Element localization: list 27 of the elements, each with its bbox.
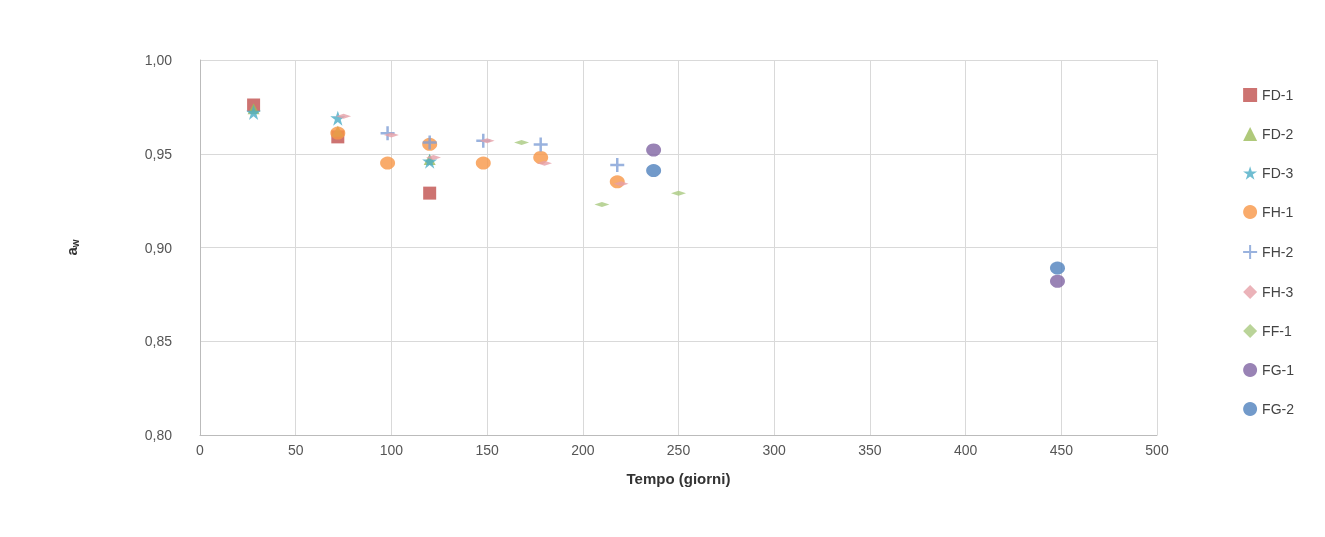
y-tick-label: 1,00 (144, 52, 173, 68)
x-tick-label: 300 (762, 442, 787, 458)
x-tick-label: 100 (379, 442, 404, 458)
x-tick-label: 200 (571, 442, 595, 458)
x-tick-label: 450 (1049, 442, 1074, 458)
x-tick-label: 50 (287, 442, 304, 458)
legend-label: FD-2 (1262, 126, 1294, 142)
legend-label: FD-3 (1262, 165, 1294, 181)
legend-label: FH-1 (1262, 204, 1294, 220)
y-tick-label: 0,80 (144, 427, 173, 443)
x-tick-label: 0 (196, 442, 205, 458)
x-tick-label: 150 (475, 442, 499, 458)
x-tick-label: 500 (1145, 442, 1169, 458)
x-tick-label: 350 (858, 442, 882, 458)
y-tick-label: 0,90 (144, 239, 173, 256)
legend-label: FH-3 (1262, 284, 1294, 300)
x-tick-label: 250 (666, 442, 691, 458)
legend-label: FG-1 (1262, 362, 1295, 378)
y-axis-title: aw (62, 239, 81, 256)
legend-label: FH-2 (1262, 244, 1294, 260)
x-tick-label: 400 (953, 442, 978, 458)
legend-label: FD-1 (1262, 87, 1294, 103)
x-axis-title: Tempo (giorni) (626, 470, 731, 487)
y-tick-label: 0,95 (144, 145, 173, 162)
y-tick-label: 0,85 (144, 333, 173, 350)
legend-label: FF-1 (1262, 323, 1292, 339)
legend-label: FG-2 (1262, 401, 1295, 417)
